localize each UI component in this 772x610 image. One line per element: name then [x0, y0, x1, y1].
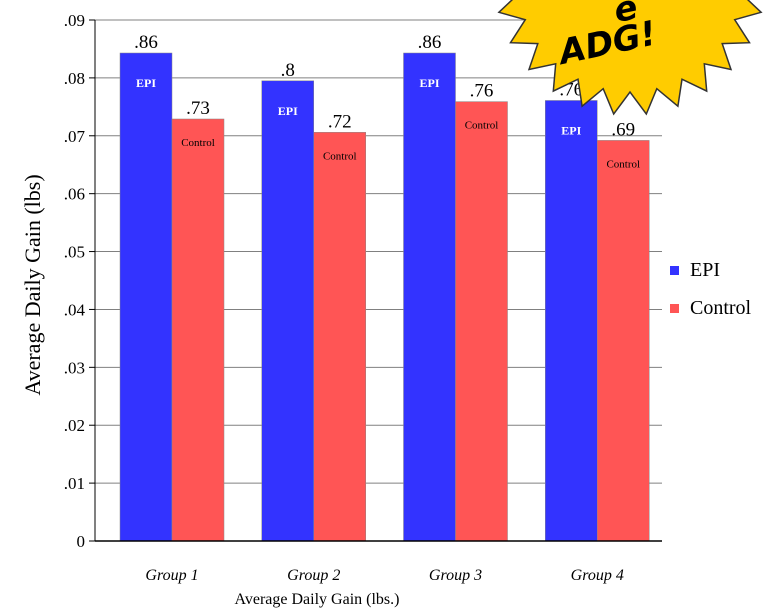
legend-swatch-epi [670, 266, 679, 275]
bar-value-label: .73 [186, 98, 210, 119]
y-tick-label: .09 [64, 11, 85, 30]
x-category-label: Group 3 [429, 567, 482, 584]
y-tick-label: .01 [64, 474, 85, 493]
x-category-label: Group 4 [571, 567, 624, 584]
x-category-label: Group 1 [145, 567, 198, 584]
bar-control-4 [597, 140, 650, 542]
starburst-shape [497, 0, 763, 116]
starburst-badge: e ADG! [497, 0, 763, 116]
bar-value-label: .8 [281, 60, 295, 81]
bar-inner-label: EPI [278, 104, 298, 118]
y-tick-label: .03 [64, 358, 85, 377]
bar-inner-label: EPI [419, 76, 439, 90]
bar-inner-label: EPI [136, 76, 156, 90]
y-tick-label: .02 [64, 416, 85, 435]
bar-value-label: .86 [134, 32, 158, 53]
y-axis-label: Average Daily Gain (lbs) [20, 174, 45, 395]
y-tick-label: 0 [77, 532, 86, 551]
legend-swatch-control [670, 304, 679, 313]
bar-value-label: .69 [611, 119, 635, 140]
x-axis-label: Average Daily Gain (lbs.) [235, 591, 400, 608]
bars: .86 EPI .73 Control .8 EPI .72 Control .86 EPI .76… [119, 32, 650, 542]
bar-value-label: .86 [418, 32, 442, 53]
legend: EPI Control [670, 259, 752, 319]
bar-inner-label: Control [181, 137, 215, 149]
bar-epi-3 [403, 52, 456, 542]
y-tick-label: .07 [64, 127, 86, 146]
bar-inner-label: Control [606, 158, 640, 170]
x-category-label: Group 2 [287, 567, 340, 584]
x-axis-categories: Group 1 Group 2 Group 3 Group 4 [145, 567, 623, 584]
legend-label-epi: EPI [690, 259, 720, 281]
y-tick-label: .05 [64, 243, 85, 262]
bar-epi-2 [261, 80, 314, 542]
y-tick-label: .08 [64, 69, 85, 88]
bar-value-label: .72 [328, 111, 352, 132]
bar-inner-label: Control [465, 120, 499, 132]
bar-value-label: .76 [470, 81, 494, 102]
bar-inner-label: Control [323, 150, 357, 162]
bar-control-3 [455, 101, 508, 542]
bar-control-2 [313, 132, 366, 542]
y-tick-label: .04 [64, 300, 86, 319]
bar-control-1 [171, 118, 225, 542]
y-tick-label: .06 [64, 185, 85, 204]
bar-epi-4 [545, 100, 598, 542]
y-axis-ticks: 0 .01 .02 .03 .04 .05 .06 .07 .08 .09 [64, 11, 95, 551]
bar-inner-label: EPI [561, 123, 581, 137]
bar-epi-1 [119, 52, 173, 542]
legend-label-control: Control [690, 297, 752, 319]
